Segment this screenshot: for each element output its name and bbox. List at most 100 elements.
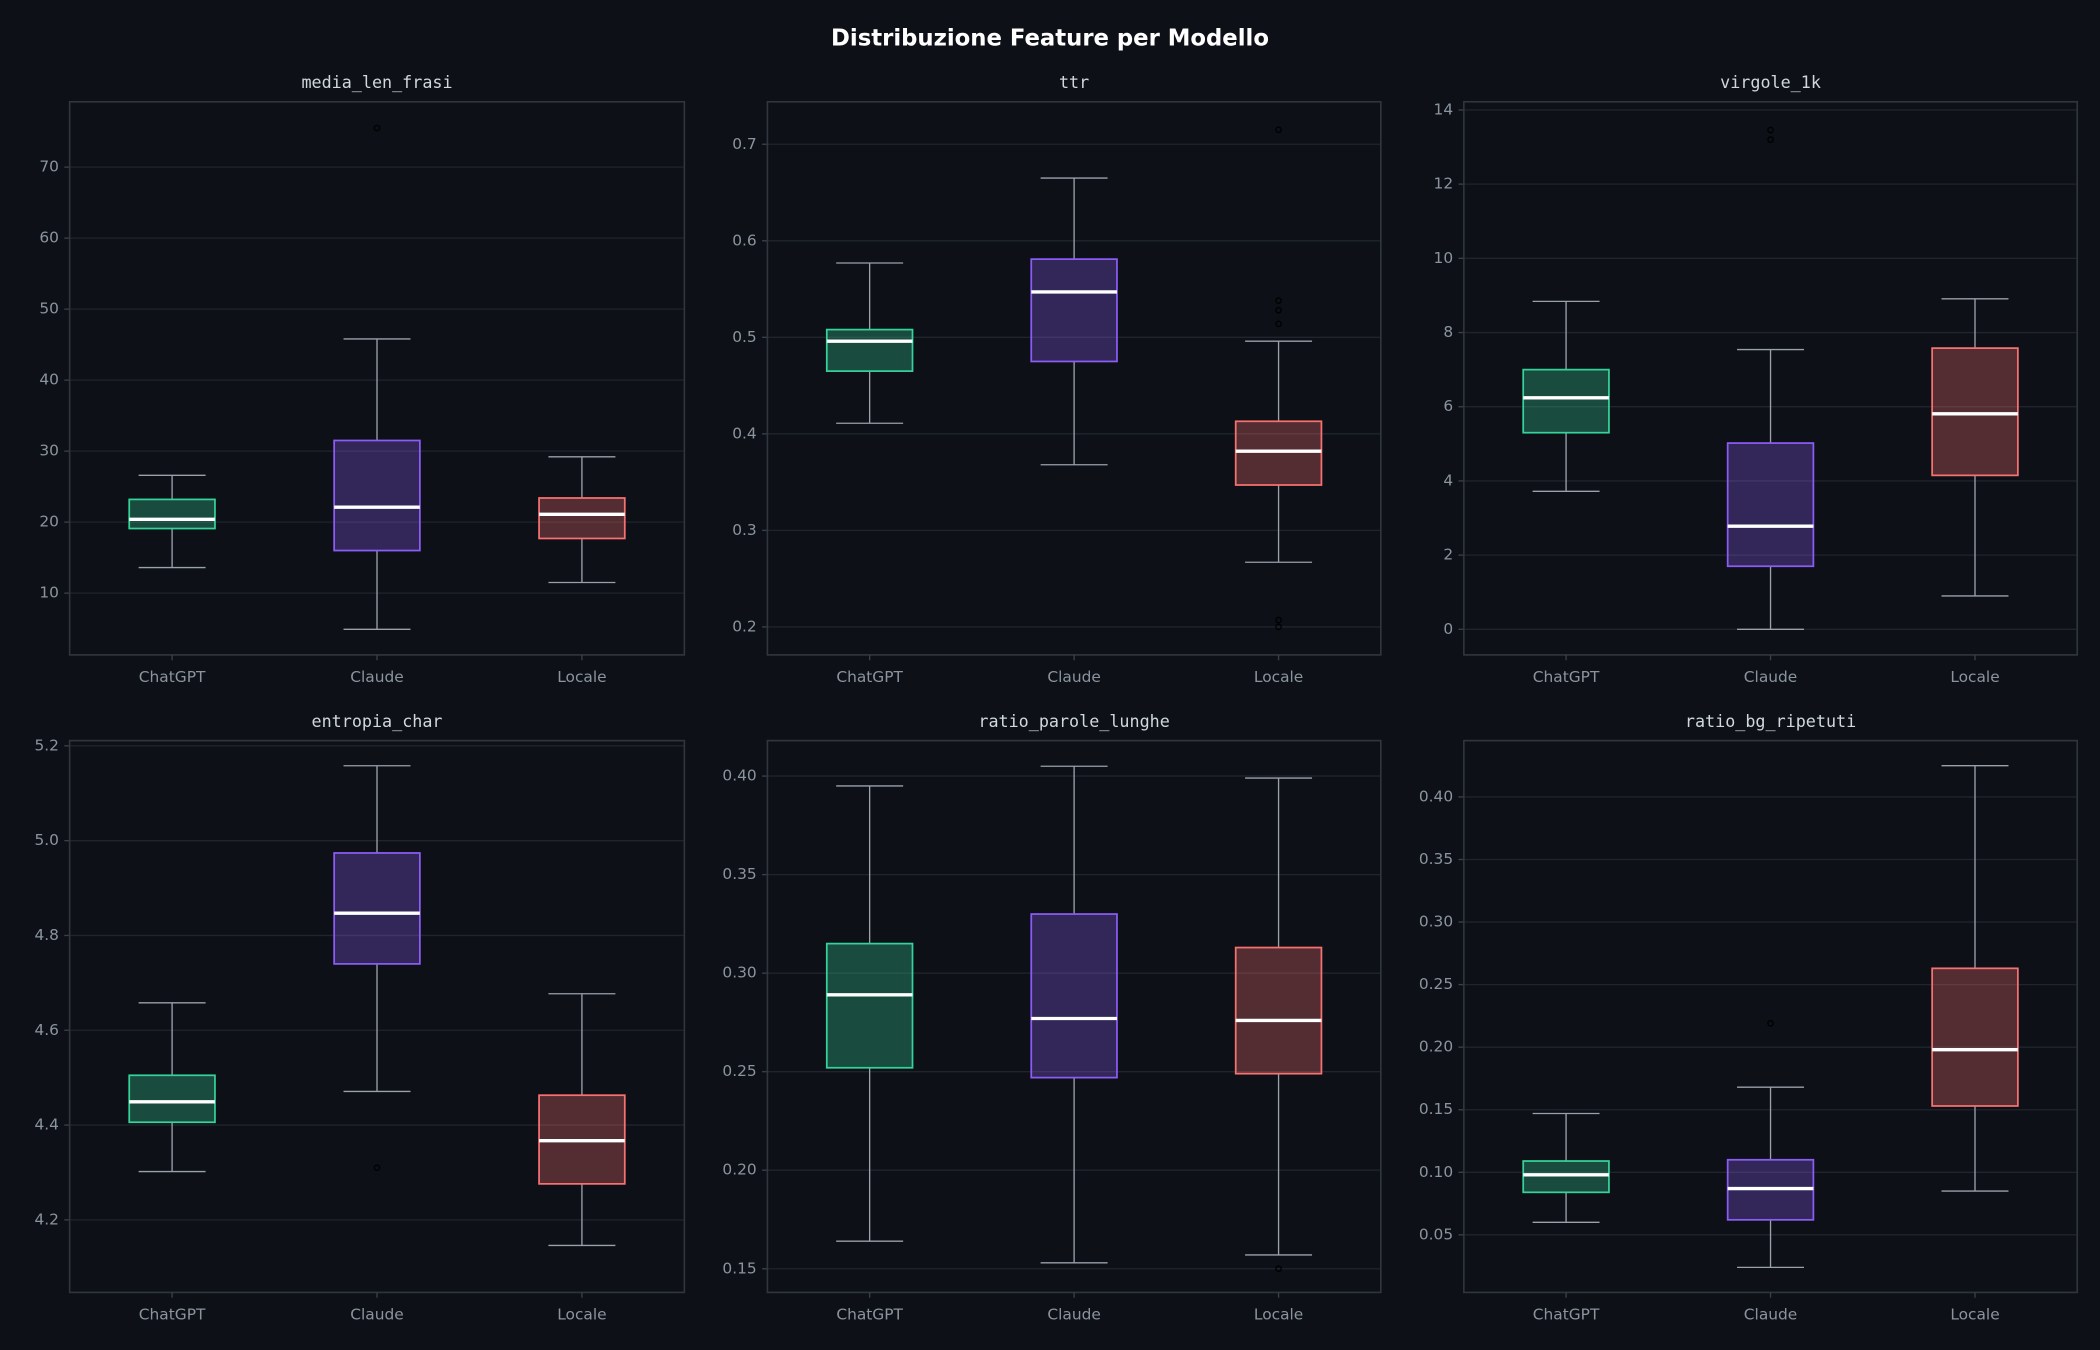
y-tick-label: 5.2 [34, 736, 58, 754]
outlier [1275, 320, 1282, 328]
subplot-title: media_len_frasi [301, 72, 452, 92]
y-tick-label: 8 [1443, 323, 1453, 341]
y-tick-label: 0.15 [722, 1259, 756, 1277]
x-tick-label: ChatGPT [836, 1306, 903, 1324]
y-tick-label: 0.40 [1419, 787, 1453, 805]
box [1726, 442, 1815, 568]
y-tick-label: 4.2 [34, 1210, 58, 1228]
outlier [1275, 126, 1282, 134]
y-tick-label: 12 [1434, 175, 1454, 193]
outlier [373, 124, 381, 132]
y-tick-label: 0.25 [1419, 975, 1453, 993]
subplot: ratio_parole_lunghe 0.15 0.20 0.25 0.30 0.35 0… [722, 711, 1382, 1324]
box [825, 942, 914, 1069]
subplot-title: ttr [1059, 72, 1089, 92]
box [1931, 967, 2019, 1107]
y-tick-label: 10 [1434, 249, 1454, 267]
x-tick-label: Claude [1047, 1306, 1100, 1324]
x-tick-label: ChatGPT [139, 1306, 206, 1324]
subplot: ratio_bg_ripetuti 0.05 0.10 0.15 0.20 0.25 0.3… [1419, 711, 2079, 1324]
outlier [1275, 297, 1282, 304]
outlier [373, 1164, 381, 1172]
y-tick-label: 0.4 [732, 424, 756, 442]
y-tick-label: 0.30 [1419, 913, 1453, 931]
y-tick-label: 0.15 [1419, 1100, 1453, 1118]
y-tick-label: 30 [39, 442, 59, 460]
y-tick-label: 0.05 [1419, 1225, 1453, 1243]
outlier [1275, 623, 1282, 631]
y-tick-label: 0.7 [732, 135, 756, 153]
y-tick-label: 6 [1443, 397, 1453, 415]
box [1931, 347, 2019, 477]
subplot: virgole_1k 0 2 4 6 8 10 12 14 ChatGPT Claude Locale [1434, 72, 2079, 686]
y-tick-label: 0.5 [732, 328, 756, 346]
x-tick-label: Locale [1950, 1306, 1999, 1324]
box [333, 852, 421, 965]
x-tick-label: Claude [1744, 1306, 1797, 1324]
y-tick-label: 0.35 [722, 865, 756, 883]
box [1522, 368, 1610, 434]
x-tick-label: Locale [557, 1306, 606, 1324]
outlier [1767, 1020, 1774, 1027]
y-tick-label: 0.10 [1419, 1163, 1453, 1181]
box [128, 498, 216, 530]
subplot-title: entropia_char [312, 711, 443, 731]
y-tick-label: 0.6 [732, 231, 756, 249]
y-tick-label: 0.35 [1419, 850, 1453, 868]
x-tick-label: Locale [557, 668, 606, 686]
figure-title: Distribuzione Feature per Modello [831, 25, 1269, 51]
x-tick-label: ChatGPT [1533, 668, 1600, 686]
outlier [1275, 306, 1282, 314]
subplot-title: ratio_parole_lunghe [978, 711, 1169, 731]
y-tick-label: 2 [1443, 546, 1453, 564]
subplot: entropia_char 4.2 4.4 4.6 4.8 5.0 5.2 ChatGPT Cl… [34, 711, 686, 1324]
box [128, 1074, 216, 1124]
y-tick-label: 70 [39, 158, 59, 176]
box [1522, 1160, 1610, 1194]
y-tick-label: 4.4 [34, 1116, 58, 1134]
y-tick-label: 0.25 [722, 1062, 756, 1080]
y-tick-label: 20 [39, 513, 59, 531]
x-tick-label: Locale [1950, 668, 1999, 686]
x-tick-label: Claude [1744, 668, 1797, 686]
box [1030, 913, 1118, 1079]
y-tick-label: 4.8 [34, 926, 58, 944]
y-tick-label: 10 [39, 584, 59, 602]
y-tick-label: 50 [39, 300, 59, 318]
x-tick-label: Claude [350, 1306, 403, 1324]
x-tick-label: Claude [1047, 668, 1100, 686]
outlier [1767, 136, 1774, 143]
box [1234, 420, 1323, 486]
subplot-title: virgole_1k [1720, 72, 1821, 92]
x-tick-label: Locale [1254, 1306, 1303, 1324]
box [1234, 946, 1323, 1075]
box [1030, 258, 1118, 363]
y-tick-label: 14 [1434, 100, 1454, 118]
subplot-title: ratio_bg_ripetuti [1685, 711, 1856, 731]
y-tick-label: 5.0 [34, 831, 58, 849]
x-tick-label: ChatGPT [139, 668, 206, 686]
y-tick-label: 40 [39, 371, 59, 389]
box [825, 328, 914, 372]
y-tick-label: 4 [1443, 471, 1453, 489]
y-tick-label: 0.3 [732, 521, 756, 539]
y-tick-label: 0 [1443, 620, 1453, 638]
subplot: ttr 0.2 0.3 0.4 0.5 0.6 0.7 ChatGPT Claude Locale [732, 72, 1382, 686]
x-tick-label: ChatGPT [1533, 1306, 1600, 1324]
outlier [1275, 616, 1282, 624]
box [538, 497, 626, 540]
outlier [1275, 1265, 1282, 1273]
y-tick-label: 0.20 [722, 1161, 756, 1179]
box [333, 439, 421, 552]
y-tick-label: 0.2 [732, 617, 756, 635]
x-tick-label: Locale [1254, 668, 1303, 686]
y-tick-label: 0.40 [722, 767, 756, 785]
y-tick-label: 0.30 [722, 964, 756, 982]
subplot: media_len_frasi 10 20 30 40 50 60 70 ChatGPT Clau… [39, 72, 686, 686]
x-tick-label: Claude [350, 668, 403, 686]
y-tick-label: 4.6 [34, 1021, 58, 1039]
x-tick-label: ChatGPT [836, 668, 903, 686]
y-tick-label: 0.20 [1419, 1038, 1453, 1056]
y-tick-label: 60 [39, 229, 59, 247]
